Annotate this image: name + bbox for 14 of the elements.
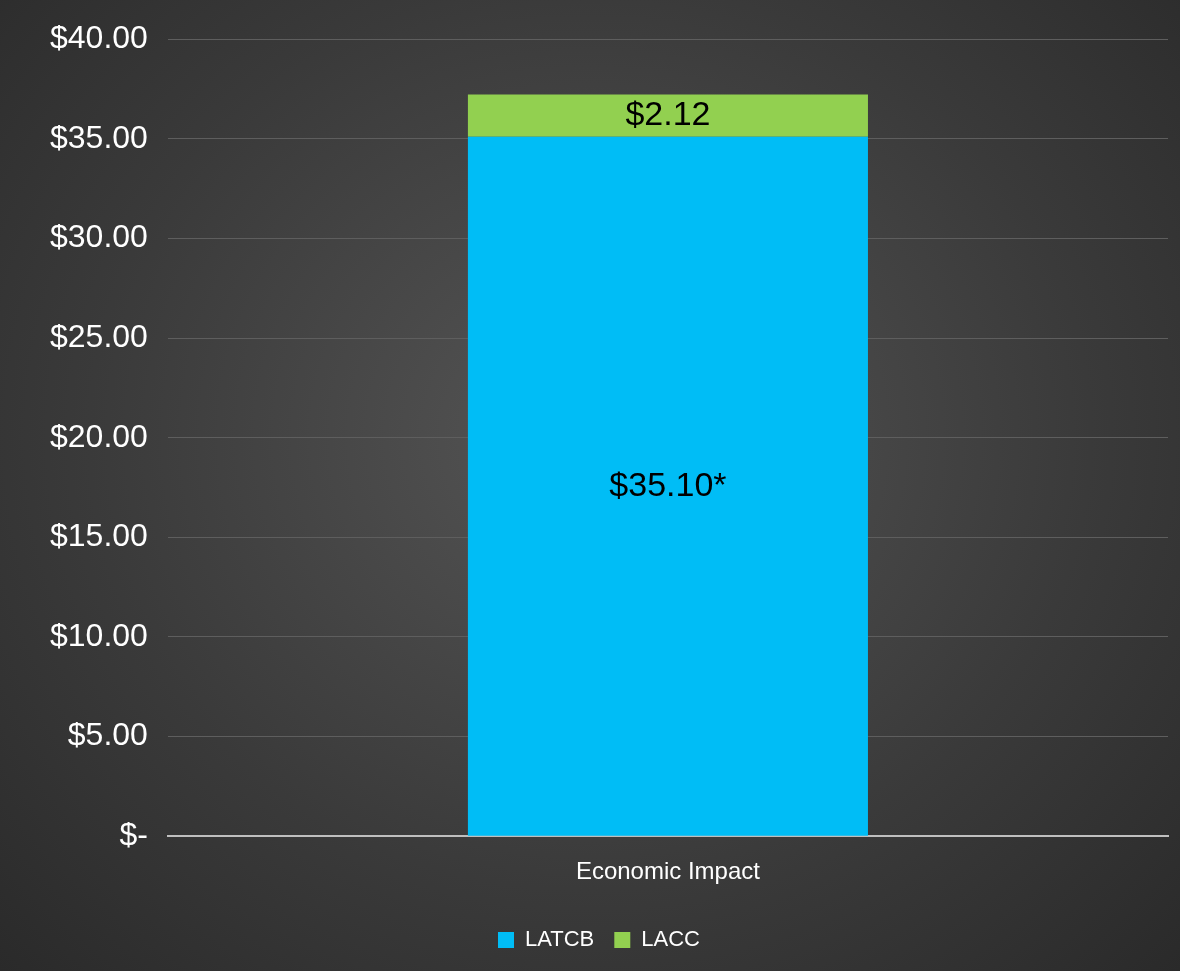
y-tick-label: $40.00: [50, 19, 148, 56]
y-tick-label: $30.00: [50, 218, 148, 255]
y-tick-label: $-: [119, 816, 148, 853]
y-tick-label: $35.00: [50, 118, 148, 155]
y-tick-label: $5.00: [67, 716, 148, 753]
y-tick-label: $10.00: [50, 616, 148, 653]
y-tick-label: $15.00: [50, 517, 148, 554]
y-tick-label: $20.00: [50, 417, 148, 454]
x-tick-label: Economic Impact: [575, 857, 761, 885]
y-tick-label: $25.00: [50, 317, 148, 354]
legend-label: LACC: [641, 926, 701, 952]
data-label: $35.10*: [609, 464, 727, 503]
data-label: $2.12: [625, 94, 711, 133]
legend-label: LATCB: [525, 926, 595, 952]
